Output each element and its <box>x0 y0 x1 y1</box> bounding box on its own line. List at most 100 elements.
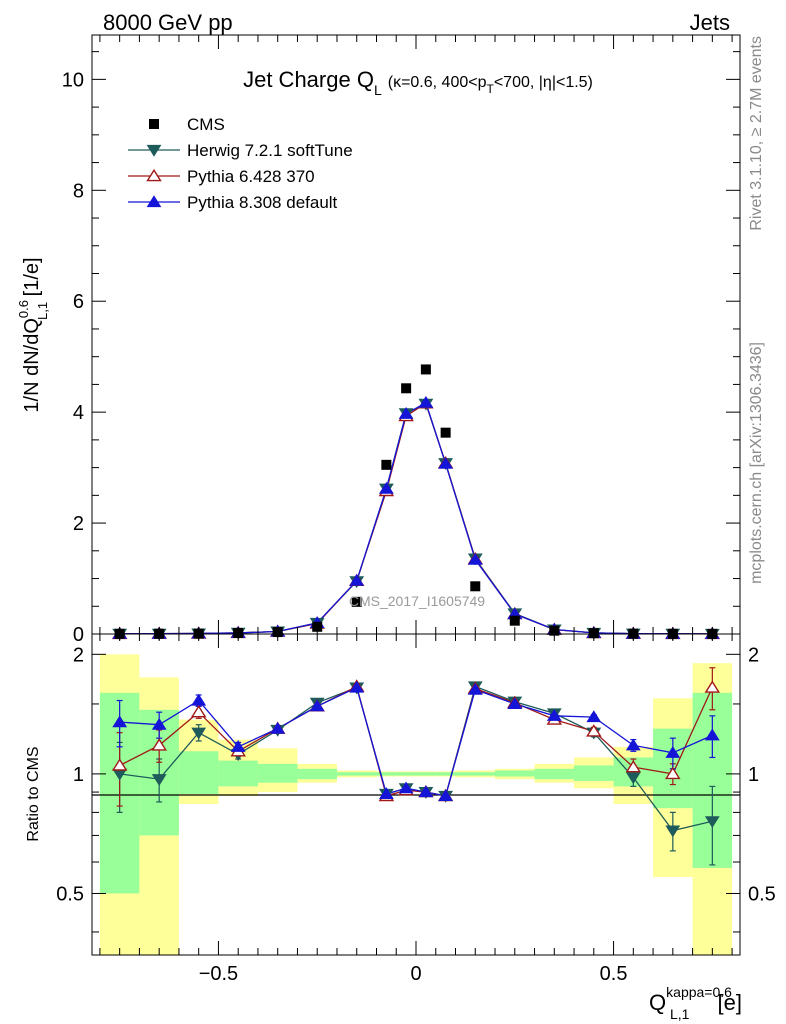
legend-label-1: Herwig 7.2.1 softTune <box>187 141 353 160</box>
ratio-ticks: −0.5 0 0.5 0.5 0.5 1 1 2 2 <box>56 634 776 985</box>
y-tick-label-5: 10 <box>62 69 84 91</box>
xlabel-sub: L,1 <box>670 1006 690 1022</box>
inner-band-5 <box>297 768 337 780</box>
ratio-point-s1-1 <box>151 774 167 786</box>
ratio-point-s3-2 <box>191 693 207 706</box>
ratio-point-s3-8 <box>398 781 414 794</box>
ratio-panel: −0.5 0 0.5 0.5 0.5 1 1 2 2 Ratio to CMS Qkappa=0… <box>25 633 776 1022</box>
y-tick-label-3: 6 <box>73 291 84 313</box>
ylabel-a: 1/N dN/dQ <box>21 318 43 412</box>
ratio-point-s2-2 <box>190 704 207 718</box>
cms-point-8 <box>401 383 412 394</box>
ratio-point-s2-14 <box>586 724 602 737</box>
ratio-tick-label-left-1: 1 <box>73 764 84 786</box>
inner-band-14 <box>574 765 614 781</box>
ratio-y-label: Ratio to CMS <box>25 746 42 841</box>
ratio-point-s3-1 <box>151 717 167 730</box>
header-right: Jets <box>690 10 730 35</box>
ratio-tick-label-right-0: 0.5 <box>748 883 776 905</box>
cms-point-12 <box>509 615 520 626</box>
ratio-point-s3-14 <box>586 710 602 723</box>
legend-label-2: Pythia 6.428 370 <box>187 167 315 186</box>
x-tick-label-1: 0 <box>410 963 421 985</box>
cms-point-10 <box>440 427 451 438</box>
watermark: CMS_2017_I1605749 <box>349 593 485 609</box>
xlabel-a: Q <box>649 990 666 1015</box>
cms-point-11 <box>470 581 481 592</box>
inner-band-3 <box>218 760 258 787</box>
main-point-s3-8 <box>398 407 414 419</box>
y-tick-label-0: 0 <box>73 624 84 646</box>
ratio-point-s3-7 <box>378 787 394 799</box>
x-axis-label: Qkappa=0.6 L,1 [e] <box>649 984 742 1022</box>
ratio-point-s3-5 <box>309 699 325 712</box>
main-point-s3-9 <box>418 395 434 408</box>
legend: CMS Herwig 7.2.1 softTune Pythia 6.428 370… <box>128 115 353 212</box>
cms-point-9 <box>420 364 431 375</box>
legend-marker-2 <box>146 168 162 182</box>
inner-band-12 <box>495 770 535 777</box>
ratio-point-s3-3 <box>230 740 246 752</box>
ratio-point-s3-12 <box>507 697 523 709</box>
ratio-point-s1-17 <box>704 816 720 829</box>
inner-band-8 <box>396 772 416 776</box>
inner-band-11 <box>455 772 496 776</box>
inner-band-9 <box>416 772 436 776</box>
chart-title: Jet Charge QL (κ=0.6, 400<pT<700, |η|<1.5… <box>243 67 593 98</box>
ylabel-b: [1/e] <box>21 257 43 301</box>
title-main: Jet Charge Q <box>243 67 374 92</box>
y-tick-label-1: 2 <box>73 513 84 535</box>
cms-point-5 <box>312 621 323 632</box>
ratio-tick-label-right-2: 2 <box>748 644 759 666</box>
title-cuts-b: <700, |η|<1.5) <box>494 74 593 91</box>
ratio-point-s3-17 <box>704 728 720 741</box>
header-left: 8000 GeV pp <box>103 10 233 35</box>
ratio-line-2 <box>119 685 713 797</box>
legend-marker-1 <box>146 144 162 157</box>
ratio-point-s2-17 <box>704 680 721 693</box>
ratio-point-s3-4 <box>270 721 286 734</box>
ylabel-sub: L,1 <box>35 302 50 320</box>
cms-point-6 <box>351 596 362 607</box>
y-tick-label-4: 8 <box>73 180 84 202</box>
title-cuts-a: (κ=0.6, 400<p <box>388 74 487 91</box>
ratio-tick-label-left-2: 2 <box>73 644 84 666</box>
y-tick-label-2: 4 <box>73 402 84 424</box>
inner-band-2 <box>178 751 219 794</box>
x-tick-label-2: 0.5 <box>600 963 628 985</box>
ylabel-sup: 0.6 <box>16 300 31 318</box>
ratio-point-s3-11 <box>467 682 483 695</box>
legend-label-0: CMS <box>187 115 225 134</box>
ratio-point-s1-2 <box>191 727 207 740</box>
inner-band-4 <box>257 763 298 783</box>
ratio-point-s2-16 <box>665 766 681 780</box>
ratio-point-s3-6 <box>349 680 365 693</box>
ratio-point-s1-15 <box>625 772 641 785</box>
x-tick-label-0: −0.5 <box>199 963 238 985</box>
ratio-point-s3-10 <box>438 789 454 801</box>
rivet-label: Rivet 3.1.10, ≥ 2.7M events <box>748 36 765 231</box>
y-axis-label: 1/N dN/dQ0.6 L,1 [1/e] <box>16 257 50 412</box>
ratio-point-s3-9 <box>418 785 434 798</box>
main-line-3 <box>119 401 713 635</box>
xlabel-sup: kappa=0.6 <box>666 984 732 1000</box>
ratio-point-s2-0 <box>111 758 128 771</box>
ratio-tick-label-left-0: 0.5 <box>56 883 84 905</box>
inner-band-13 <box>534 768 575 780</box>
ratio-point-s3-13 <box>546 709 562 721</box>
mcplots-label: mcplots.cern.ch [arXiv:1306.3436] <box>748 342 765 584</box>
ratio-series <box>111 667 721 866</box>
title-main-sub: L <box>374 82 382 98</box>
legend-marker-0 <box>149 119 159 129</box>
cms-point-7 <box>381 459 392 470</box>
ratio-point-s2-15 <box>625 759 642 773</box>
xlabel-b: [e] <box>711 990 742 1015</box>
legend-label-3: Pythia 8.308 default <box>187 193 338 212</box>
main-point-s3-6 <box>349 573 365 586</box>
ratio-point-s1-16 <box>665 825 681 838</box>
main-point-s3-7 <box>378 481 394 494</box>
ratio-tick-label-right-1: 1 <box>748 764 759 786</box>
ratio-point-s2-1 <box>151 738 167 751</box>
title-cuts-sub: T <box>486 82 494 96</box>
ratio-point-s3-0 <box>112 715 128 728</box>
